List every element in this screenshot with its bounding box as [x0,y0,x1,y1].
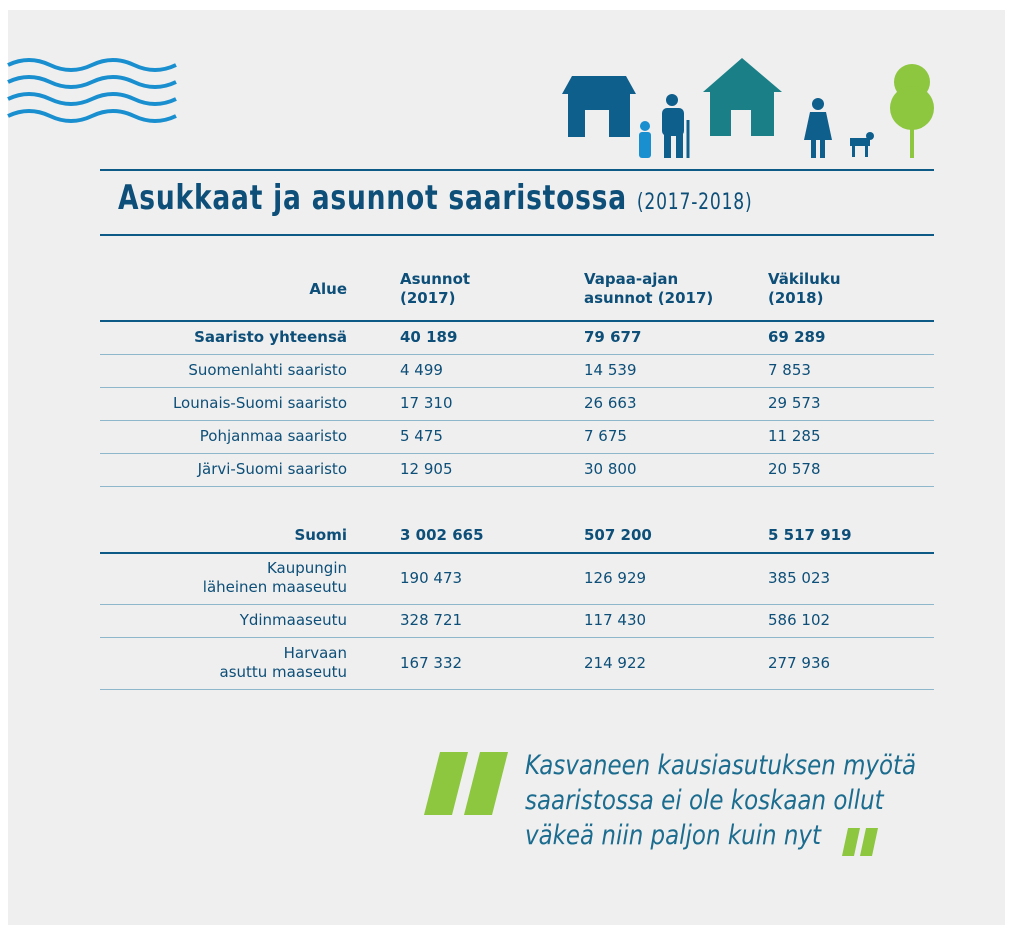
rule [100,552,934,554]
rule [100,320,934,322]
cell: 190 473 [400,569,462,588]
page: Asukkaat ja asunnot saaristossa (2017-20… [0,0,1015,931]
row-label: Saaristo yhteensä [194,328,347,347]
row-label: Järvi-Suomi saaristo [198,460,347,479]
quote-line: saaristossa ei ole koskaan ollut [525,785,884,816]
cell: 11 285 [768,427,821,446]
row-label: Lounais-Suomi saaristo [173,394,347,413]
rule [100,420,934,421]
cell: 4 499 [400,361,443,380]
cell: 586 102 [768,611,830,630]
cell: 5 517 919 [768,526,852,545]
row-label: Kaupungin läheinen maaseutu [203,559,347,597]
column-header: Väkiluku (2018) [768,270,841,308]
row-label: Harvaan asuttu maaseutu [220,644,348,682]
cell: 30 800 [584,460,637,479]
title: Asukkaat ja asunnot saaristossa (2017-20… [118,178,752,218]
cell: 20 578 [768,460,821,479]
cell: 328 721 [400,611,462,630]
cell: 167 332 [400,654,462,673]
column-header: Alue [309,280,347,299]
cell: 126 929 [584,569,646,588]
rule [100,486,934,487]
rule [100,637,934,638]
quote-line: Kasvaneen kausiasutuksen myötä [525,750,916,781]
rule [100,689,934,690]
cell: 7 675 [584,427,627,446]
row-label: Suomenlahti saaristo [188,361,347,380]
row-label: Suomi [294,526,347,545]
cell: 14 539 [584,361,637,380]
cell: 69 289 [768,328,825,347]
cell: 277 936 [768,654,830,673]
icons [562,58,934,158]
quote-line: väkeä niin paljon kuin nyt [525,820,821,851]
column-header: Asunnot (2017) [400,270,470,308]
cell: 214 922 [584,654,646,673]
cell: 79 677 [584,328,641,347]
cell: 7 853 [768,361,811,380]
column-header: Vapaa-ajan asunnot (2017) [584,270,713,308]
cell: 385 023 [768,569,830,588]
rule [100,604,934,605]
row-label: Ydinmaaseutu [240,611,347,630]
cell: 17 310 [400,394,453,413]
row-label: Pohjanmaa saaristo [200,427,347,446]
cell: 5 475 [400,427,443,446]
waves [8,60,176,121]
title-text: Asukkaat ja asunnot saaristossa [118,178,627,218]
cell: 117 430 [584,611,646,630]
cell: 12 905 [400,460,453,479]
rule [100,387,934,388]
cell: 26 663 [584,394,637,413]
cell: 40 189 [400,328,457,347]
cell: 507 200 [584,526,652,545]
rule [100,453,934,454]
subtitle: (2017-2018) [637,190,753,215]
rule [100,354,934,355]
cell: 3 002 665 [400,526,484,545]
cell: 29 573 [768,394,821,413]
